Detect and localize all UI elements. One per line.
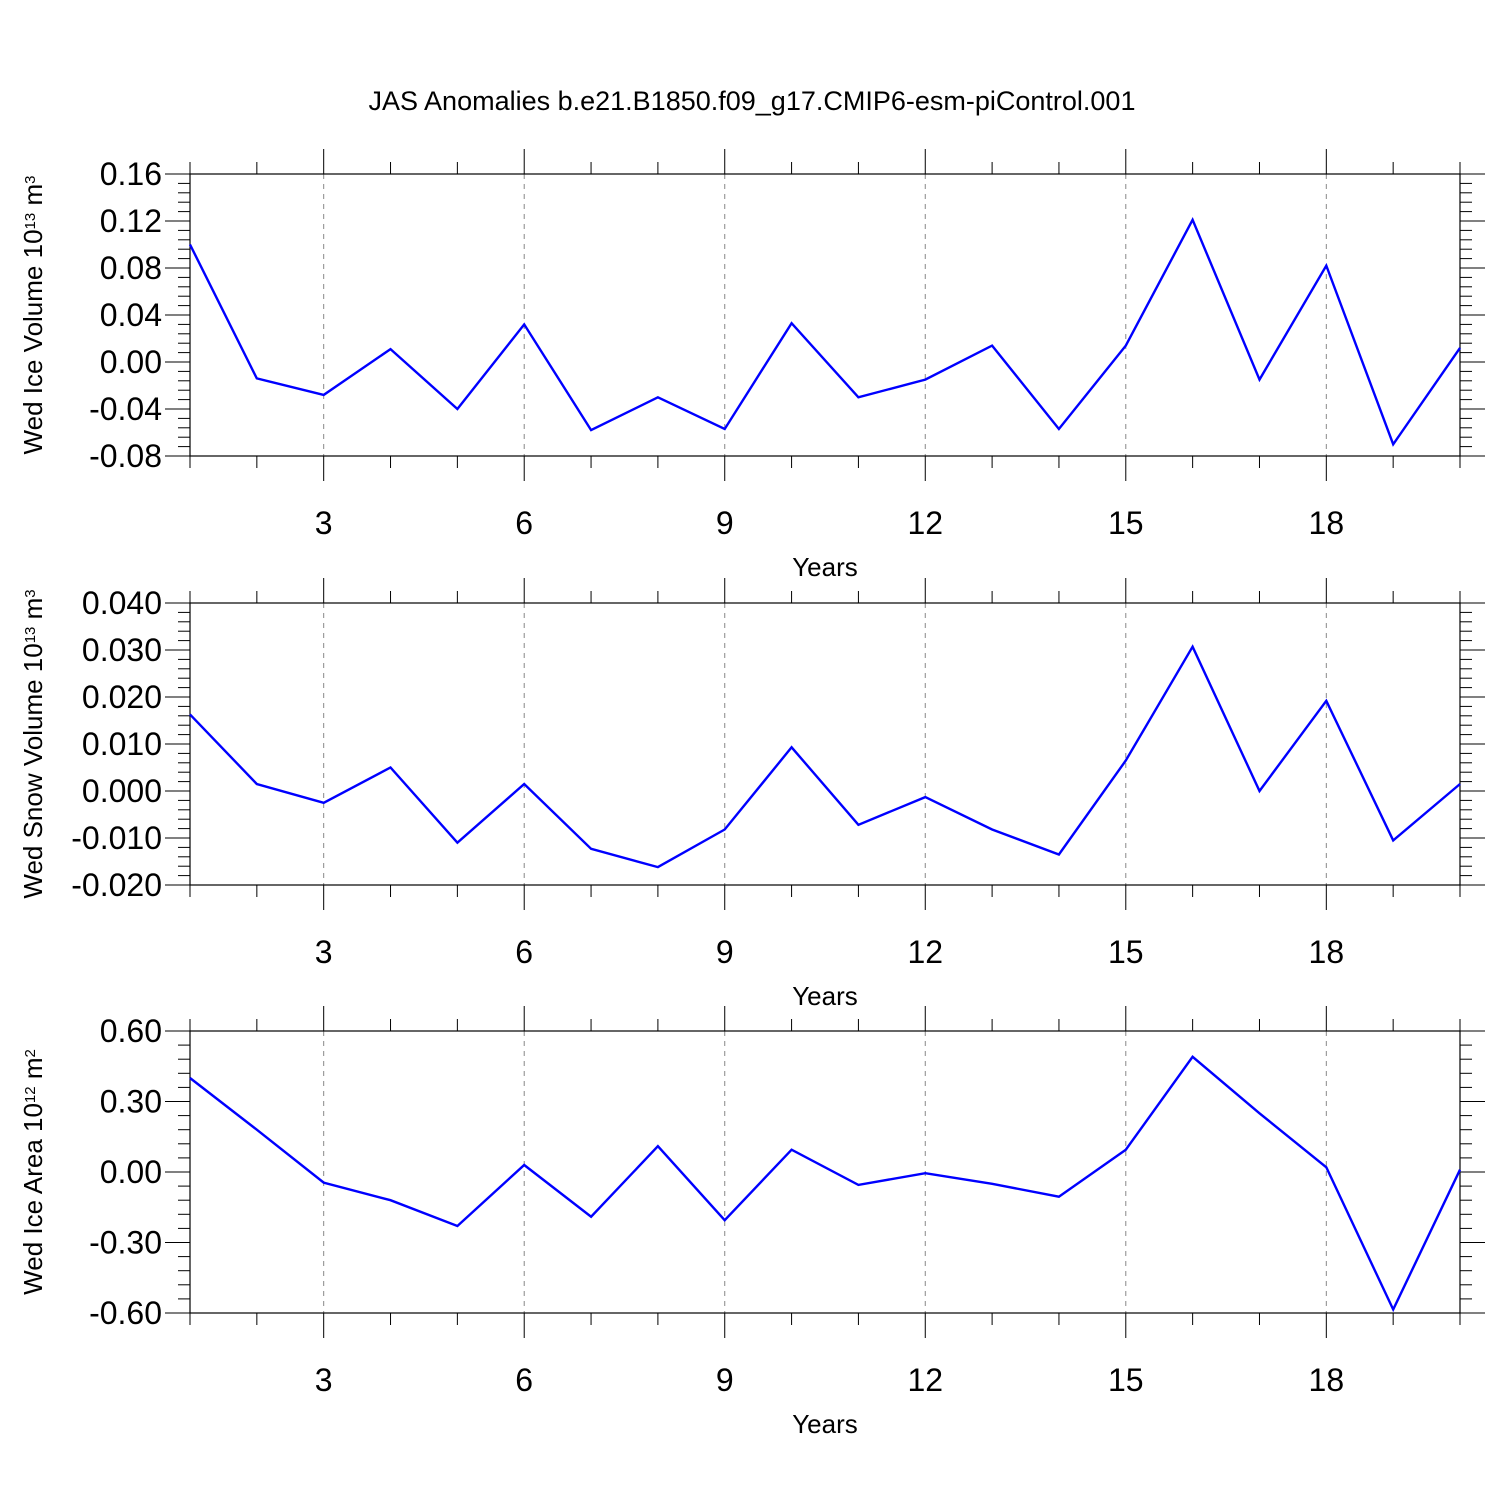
series-line [188, 216, 1461, 447]
y-tick-label: 0.030 [82, 632, 162, 668]
y-tick-label: -0.08 [89, 438, 162, 474]
y-tick-label: -0.04 [89, 391, 162, 427]
y-tick-label: 0.000 [82, 773, 162, 809]
x-tick-label: 18 [1309, 505, 1345, 541]
y-axis-label: Wed Snow Volume 1013 m3 [18, 589, 48, 898]
x-tick-label: 18 [1309, 1362, 1345, 1398]
series-line [189, 1055, 1462, 1313]
y-tick-label: 0.04 [100, 297, 162, 333]
plot-frame [189, 602, 1461, 886]
x-tick-label: 3 [315, 1362, 333, 1398]
x-axis-label: Years [792, 981, 858, 1011]
y-tick-label: 0.60 [100, 1013, 162, 1049]
x-tick-label: 12 [907, 1362, 943, 1398]
y-tick-label: 0.020 [82, 679, 162, 715]
series-line [189, 644, 1461, 869]
y-tick-label: -0.020 [71, 867, 162, 903]
x-tick-label: 12 [907, 505, 943, 541]
x-tick-label: 12 [907, 934, 943, 970]
y-axis-label: Wed Ice Volume 1013 m3 [18, 176, 48, 455]
y-tick-label: -0.30 [89, 1225, 162, 1261]
y-tick-label: 0.08 [100, 250, 162, 286]
y-tick-label: -0.010 [71, 820, 162, 856]
x-tick-label: 15 [1108, 934, 1144, 970]
snow-volume-panel: -0.020 -0.010 0.000 0.010 0.020 0.030 0.040 3 6 9… [18, 578, 1485, 1011]
figure-title: JAS Anomalies b.e21.B1850.f09_g17.CMIP6-… [369, 86, 1136, 116]
y-tick-label: 0.12 [100, 203, 162, 239]
y-tick-label: 0.00 [100, 1154, 162, 1190]
x-tick-label: 9 [716, 1362, 734, 1398]
x-tick-label: 6 [515, 505, 533, 541]
y-tick-label: 0.040 [82, 585, 162, 621]
y-tick-label: 0.30 [100, 1084, 162, 1120]
x-tick-label: 6 [515, 1362, 533, 1398]
x-tick-label: 9 [716, 934, 734, 970]
plot-frame [189, 173, 1461, 457]
x-tick-label: 6 [515, 934, 533, 970]
x-tick-label: 18 [1309, 934, 1345, 970]
x-tick-label: 3 [315, 934, 333, 970]
x-tick-label: 15 [1108, 505, 1144, 541]
y-axis-label: Wed Ice Area 1012 m2 [18, 1049, 48, 1295]
y-tick-label: 0.010 [82, 726, 162, 762]
x-tick-label: 15 [1108, 1362, 1144, 1398]
y-tick-label: 0.16 [100, 156, 162, 192]
x-axis-label: Years [792, 1409, 858, 1439]
x-axis-label: Years [792, 552, 858, 582]
y-tick-label: 0.00 [100, 344, 162, 380]
x-tick-label: 3 [315, 505, 333, 541]
x-tick-label: 9 [716, 505, 734, 541]
ice-volume-panel: -0.08 -0.04 0.00 0.04 0.08 0.12 0.16 3 6 9 12 15 18 Y… [18, 149, 1485, 582]
plot-frame [189, 1030, 1461, 1314]
ice-area-panel: -0.60 -0.30 0.00 0.30 0.60 3 6 9 12 15 18 Years Wed … [18, 1006, 1485, 1439]
y-tick-label: -0.60 [89, 1295, 162, 1331]
